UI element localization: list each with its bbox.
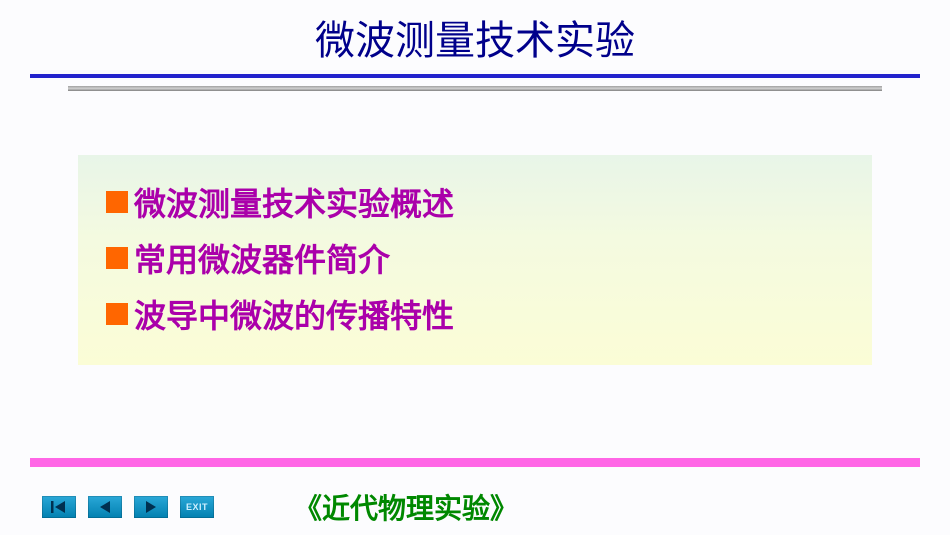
nav-button-group: EXIT (42, 496, 214, 518)
list-item: 微波测量技术实验概述 (106, 179, 844, 225)
list-item-label: 常用微波器件简介 (134, 235, 390, 281)
first-button[interactable] (42, 496, 76, 518)
first-icon (49, 500, 69, 514)
previous-button[interactable] (88, 496, 122, 518)
footer-text: 《近代物理实验》 (294, 487, 518, 527)
previous-icon (95, 500, 115, 514)
exit-button[interactable]: EXIT (180, 496, 214, 518)
next-button[interactable] (134, 496, 168, 518)
list-item-label: 微波测量技术实验概述 (134, 179, 454, 225)
list-item: 常用微波器件简介 (106, 235, 844, 281)
bullet-square-icon (106, 247, 128, 269)
bullet-square-icon (106, 303, 128, 325)
list-item: 波导中微波的传播特性 (106, 291, 844, 337)
next-icon (141, 500, 161, 514)
footer-divider (30, 458, 920, 467)
footer: EXIT 《近代物理实验》 (42, 489, 920, 525)
bullet-square-icon (106, 191, 128, 213)
slide-title: 微波测量技术实验 (0, 8, 950, 66)
title-underline-blue (30, 74, 920, 78)
exit-label: EXIT (186, 502, 208, 512)
list-item-label: 波导中微波的传播特性 (134, 291, 454, 337)
content-box: 微波测量技术实验概述 常用微波器件简介 波导中微波的传播特性 (78, 155, 872, 365)
title-underline-gray (68, 86, 882, 91)
title-area: 微波测量技术实验 (0, 0, 950, 66)
